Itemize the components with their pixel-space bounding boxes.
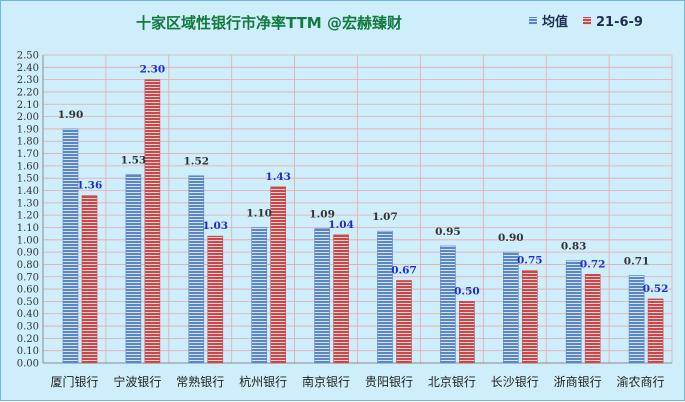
- bar-avg: [62, 128, 79, 364]
- data-label: 0.52: [643, 283, 669, 295]
- data-label: 1.03: [203, 220, 229, 232]
- y-tick-label: 1.60: [17, 161, 39, 172]
- data-label: 0.72: [580, 258, 606, 270]
- y-tick-label: 0.60: [17, 285, 39, 296]
- chart-title: 十家区域性银行市净率TTM @宏赫臻财: [136, 14, 402, 32]
- bar-avg: [251, 227, 267, 364]
- bar-date: [396, 280, 412, 364]
- y-tick-label: 0.80: [17, 260, 39, 271]
- y-tick-label: 1.80: [17, 137, 39, 148]
- x-tick-label: 渝农商行: [617, 374, 665, 389]
- data-label: 1.43: [265, 171, 291, 183]
- data-label: 0.71: [624, 256, 650, 268]
- bar-avg: [440, 245, 456, 364]
- y-tick-label: 1.30: [17, 198, 39, 209]
- y-tick-label: 2.30: [17, 75, 39, 86]
- x-tick-label: 宁波银行: [113, 374, 161, 389]
- data-label: 1.36: [77, 179, 103, 191]
- x-tick-label: 北京银行: [428, 375, 476, 389]
- bars: [62, 79, 664, 364]
- y-tick-label: 2.00: [17, 112, 39, 123]
- y-tick-label: 0.50: [17, 297, 39, 308]
- y-tick-label: 0.70: [17, 272, 39, 283]
- bar-date: [270, 186, 287, 364]
- x-tick-label: 贵阳银行: [365, 375, 413, 389]
- y-tick-label: 2.20: [17, 87, 39, 98]
- y-tick-label: 2.10: [17, 100, 39, 111]
- bar-avg: [502, 251, 519, 364]
- data-labels: 1.90 1.36 1.53 2.30 1.52 1.03 1.10 1.43 1.091.04…: [58, 64, 669, 298]
- legend-label-date: 21-6-9: [596, 15, 643, 30]
- bar-date: [207, 235, 224, 364]
- data-label: 2.30: [140, 64, 166, 76]
- y-tick-label: 0.90: [17, 248, 39, 259]
- legend-swatch-avg: [529, 17, 537, 25]
- data-label: 1.04: [328, 219, 354, 231]
- y-tick-label: 1.50: [17, 174, 39, 185]
- y-tick-label: 0.40: [17, 309, 39, 320]
- y-tick-label: 1.70: [17, 149, 39, 160]
- data-label: 0.83: [561, 241, 587, 253]
- data-label: 1.10: [246, 207, 272, 219]
- bar-date: [459, 301, 475, 364]
- y-tick-label: 1.20: [17, 211, 39, 222]
- bar-avg: [565, 260, 582, 364]
- legend-label-avg: 均值: [542, 14, 568, 30]
- bar-avg: [314, 228, 330, 364]
- y-tick-label: 1.40: [17, 186, 39, 197]
- x-tick-label: 长沙银行: [491, 375, 539, 389]
- legend-swatch-date: [583, 17, 591, 25]
- x-tick-label: 杭州银行: [239, 374, 287, 389]
- legend: 均值 21-6-9: [529, 14, 643, 30]
- bar-avg: [188, 175, 205, 364]
- y-tick-label: 2.50: [17, 51, 39, 62]
- bar-avg: [125, 174, 142, 364]
- y-tick-label: 1.90: [17, 124, 39, 135]
- data-label: 0.67: [391, 264, 417, 276]
- data-label: 1.53: [121, 155, 147, 167]
- bar-avg: [628, 275, 645, 364]
- data-label: 0.90: [498, 232, 524, 244]
- bar-date: [521, 270, 538, 364]
- bar-date: [584, 273, 601, 364]
- bar-date: [81, 195, 98, 364]
- y-tick-label: 2.40: [17, 63, 39, 74]
- x-tick-label: 厦门银行: [50, 374, 98, 389]
- y-tick-label: 0.20: [17, 334, 39, 345]
- data-label: 0.95: [435, 226, 461, 238]
- y-tick-label: 1.10: [17, 223, 39, 234]
- x-tick-label: 浙商银行: [554, 374, 602, 389]
- y-tick-label: 0.10: [17, 346, 39, 357]
- bar-date: [647, 298, 664, 364]
- bar-avg: [377, 230, 393, 364]
- data-label: 1.09: [309, 209, 335, 221]
- y-tick-label: 0.00: [17, 359, 39, 370]
- data-label: 0.50: [454, 285, 480, 297]
- data-label: 1.52: [184, 156, 210, 168]
- data-label: 1.90: [58, 109, 84, 121]
- x-tick-label: 南京银行: [302, 374, 350, 389]
- y-tick-label: 0.30: [17, 322, 39, 333]
- bar-date: [333, 234, 349, 364]
- data-label: 1.07: [372, 211, 398, 223]
- data-label: 0.75: [517, 255, 543, 267]
- bar-date: [144, 79, 161, 364]
- y-tick-label: 1.00: [17, 235, 39, 246]
- x-tick-label: 常熟银行: [176, 374, 224, 389]
